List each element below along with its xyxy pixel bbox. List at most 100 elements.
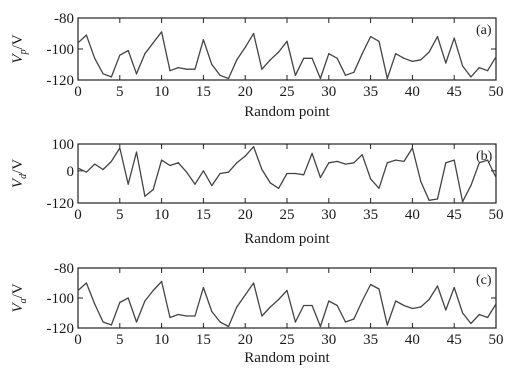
data-point (370, 36, 372, 38)
data-point (495, 176, 497, 179)
data-point (395, 300, 397, 302)
data-point (386, 324, 388, 326)
data-point (478, 162, 480, 164)
x-tick-label: 40 (405, 84, 420, 100)
data-point (461, 201, 464, 203)
y-tick-label: -80 (54, 261, 74, 277)
x-tick-label: 45 (447, 84, 462, 100)
x-tick-label: 40 (405, 207, 420, 223)
data-point (470, 184, 472, 187)
data-point (211, 184, 213, 187)
data-point (378, 288, 380, 290)
data-point (420, 306, 422, 308)
x-tick-label: 5 (116, 207, 124, 223)
x-tick-label: 0 (74, 207, 82, 223)
x-tick-label: 30 (321, 332, 336, 348)
data-point (487, 159, 489, 161)
data-point (487, 70, 489, 72)
data-point (127, 183, 129, 185)
x-tick-label: 40 (405, 332, 420, 348)
data-point (386, 162, 388, 164)
data-point (361, 154, 363, 156)
data-point (411, 60, 413, 63)
data-point (77, 42, 79, 44)
data-point (420, 59, 422, 61)
data-point (102, 168, 104, 171)
data-point (403, 160, 405, 163)
x-tick-label: 30 (321, 207, 336, 223)
data-point (478, 67, 480, 69)
y-tick-label: -120 (47, 73, 75, 89)
data-point (202, 170, 204, 172)
data-point (227, 171, 230, 173)
data-point (94, 303, 96, 305)
data-point (303, 304, 305, 307)
x-axis-label: Random point (244, 231, 330, 247)
data-point (311, 57, 313, 59)
data-point (194, 315, 196, 317)
data-point (461, 65, 464, 67)
series-line (77, 280, 497, 328)
data-point (127, 49, 129, 52)
y-axis-label: Va/V (10, 283, 29, 312)
data-point (152, 42, 154, 44)
x-tick-label: 0 (74, 332, 82, 348)
plot-frame (77, 267, 497, 329)
data-point (386, 77, 388, 80)
data-point (110, 324, 113, 326)
data-point (495, 56, 497, 58)
x-tick-label: 10 (154, 207, 169, 223)
data-point (227, 77, 230, 80)
x-axis-label: Random point (244, 104, 330, 120)
data-point (177, 162, 179, 164)
data-point (135, 151, 138, 153)
data-point (144, 195, 146, 197)
data-point (252, 146, 255, 148)
data-point (194, 183, 196, 185)
x-tick-label: 20 (238, 84, 253, 100)
data-point (219, 321, 221, 323)
data-point (478, 313, 480, 316)
x-tick-label: 15 (196, 207, 211, 223)
data-point (186, 315, 188, 317)
data-point (344, 321, 347, 323)
panel-label: (a) (476, 23, 492, 38)
data-point (428, 199, 430, 201)
data-point (202, 39, 204, 41)
data-point (319, 325, 322, 328)
data-point (110, 160, 113, 163)
data-point (169, 316, 171, 319)
y-tick-label: -100 (47, 291, 75, 307)
y-tick-label: -100 (47, 42, 75, 58)
data-point (361, 300, 363, 302)
data-point (436, 285, 439, 287)
data-point (278, 298, 280, 301)
data-point (445, 62, 447, 64)
y-tick-label: -80 (54, 11, 74, 27)
data-point (119, 301, 121, 304)
data-point (470, 76, 472, 78)
data-point (278, 187, 280, 189)
x-tick-label: 25 (280, 84, 295, 100)
data-point (411, 147, 413, 149)
data-point (395, 53, 397, 55)
data-point (445, 309, 447, 311)
x-tick-label: 20 (238, 332, 253, 348)
x-tick-label: 50 (489, 332, 504, 348)
x-tick-label: 0 (74, 84, 82, 100)
data-point (152, 188, 154, 191)
x-axis-label: Random point (244, 350, 330, 366)
data-point (161, 31, 163, 33)
data-point (102, 73, 104, 75)
data-point (436, 198, 439, 200)
panel-c: 0 5 10 15 20 25 30 35 40 45 50 -120 -100 -80 (c) Random… (10, 261, 504, 366)
x-tick-label: 35 (363, 207, 378, 223)
data-point (219, 74, 221, 76)
data-point (177, 67, 179, 69)
data-point (411, 307, 413, 310)
x-tick-label: 25 (280, 207, 295, 223)
x-tick-label: 35 (363, 84, 378, 100)
data-point (453, 159, 455, 161)
x-tick-label: 25 (280, 332, 295, 348)
data-point (269, 306, 271, 308)
